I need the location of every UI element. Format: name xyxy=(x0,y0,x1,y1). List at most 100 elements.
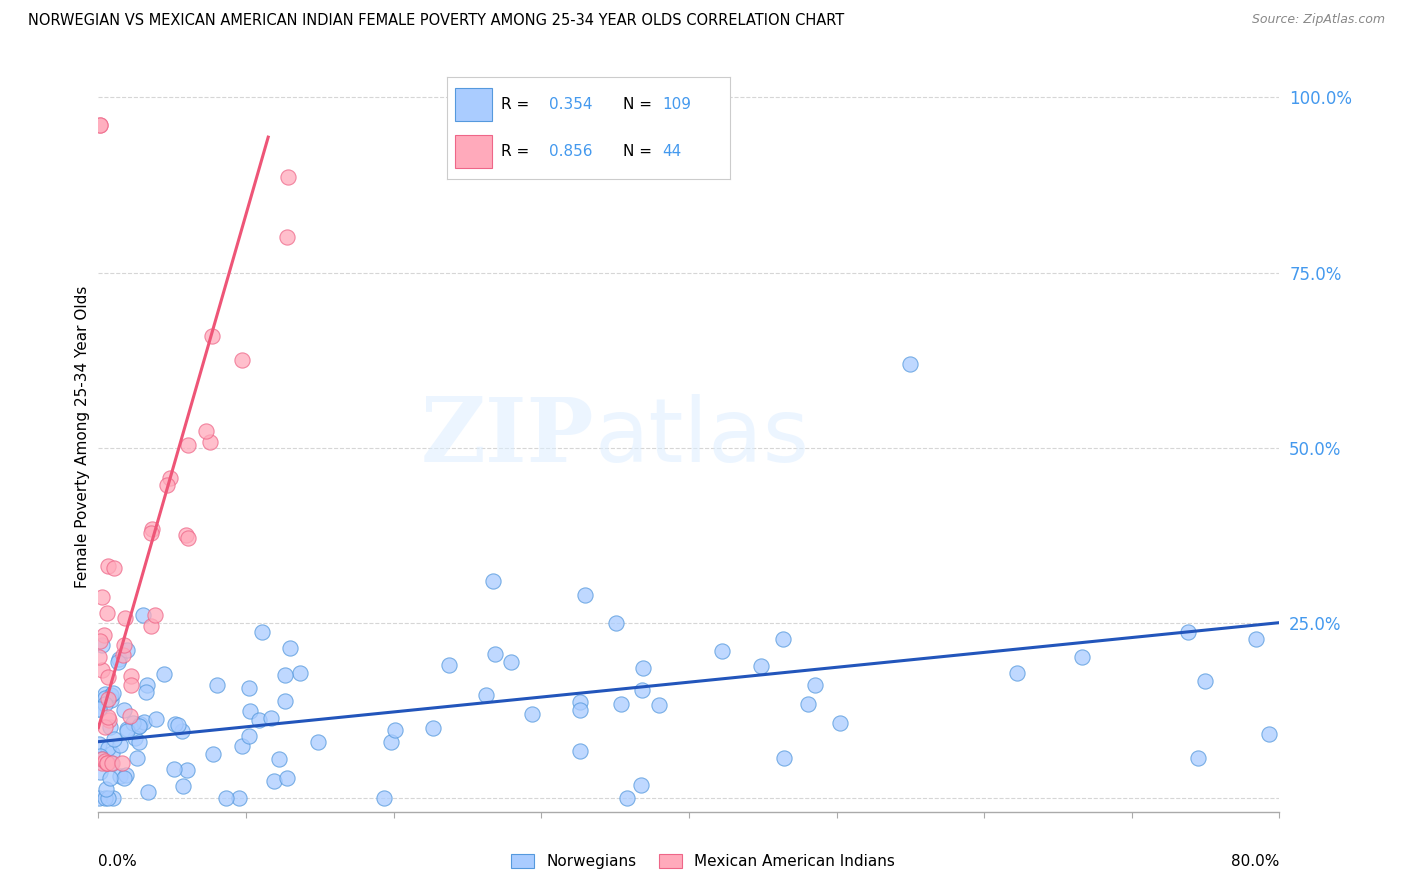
Point xyxy=(200,435,222,450)
Legend: Norwegians, Mexican American Indians: Norwegians, Mexican American Indians xyxy=(505,848,901,875)
Point xyxy=(307,735,329,749)
Point xyxy=(89,649,111,664)
Point xyxy=(1005,665,1028,680)
Point xyxy=(89,737,111,751)
Y-axis label: Female Poverty Among 25-34 Year Olds: Female Poverty Among 25-34 Year Olds xyxy=(75,286,90,588)
Point xyxy=(97,691,120,706)
Point xyxy=(176,531,198,545)
Point xyxy=(96,606,118,620)
Point xyxy=(155,478,177,492)
Text: ZIP: ZIP xyxy=(420,393,595,481)
Point xyxy=(1177,625,1199,640)
Point xyxy=(89,119,111,133)
Point xyxy=(93,720,115,734)
Point xyxy=(94,756,117,770)
Point xyxy=(797,697,820,711)
Point xyxy=(373,790,395,805)
Point xyxy=(100,756,122,771)
Point xyxy=(772,632,794,646)
Point xyxy=(89,634,111,648)
Point xyxy=(91,752,114,766)
Point xyxy=(165,717,187,731)
Point xyxy=(773,751,796,765)
Point xyxy=(568,744,591,758)
Point xyxy=(153,667,176,681)
Point xyxy=(276,230,298,244)
Point xyxy=(136,785,159,799)
Point xyxy=(711,644,734,658)
Point xyxy=(437,658,460,673)
Point xyxy=(522,706,544,721)
Point xyxy=(610,698,633,712)
Point xyxy=(101,756,124,770)
Point xyxy=(159,471,181,485)
Point xyxy=(91,752,114,766)
Text: 80.0%: 80.0% xyxy=(1232,854,1279,869)
Point xyxy=(96,756,118,770)
Point xyxy=(616,790,638,805)
Point xyxy=(91,638,114,652)
Point xyxy=(131,607,153,622)
Point xyxy=(605,616,627,631)
Text: atlas: atlas xyxy=(595,393,810,481)
Point xyxy=(238,729,260,743)
Point xyxy=(120,669,142,683)
Point xyxy=(103,731,125,746)
Point xyxy=(97,740,120,755)
Point xyxy=(94,691,117,706)
Point xyxy=(804,678,827,692)
Point xyxy=(100,692,122,706)
Point xyxy=(134,714,156,729)
Point xyxy=(117,642,139,657)
Point xyxy=(1194,673,1216,688)
Point xyxy=(1071,650,1094,665)
Point xyxy=(108,768,131,782)
Point xyxy=(89,749,111,764)
Point xyxy=(569,694,592,708)
Point xyxy=(163,762,186,776)
Point xyxy=(1187,751,1209,765)
Point xyxy=(94,754,117,768)
Point xyxy=(108,651,131,665)
Point xyxy=(830,715,852,730)
Point xyxy=(128,719,150,733)
Point xyxy=(100,747,122,761)
Point xyxy=(749,658,772,673)
Point xyxy=(128,718,150,732)
Point xyxy=(202,747,225,761)
Point xyxy=(120,678,142,692)
Point xyxy=(278,640,301,655)
Point xyxy=(276,772,298,786)
Point xyxy=(195,425,218,439)
Point xyxy=(89,790,111,805)
Point xyxy=(97,670,120,684)
Point xyxy=(128,735,150,749)
Point xyxy=(274,694,297,708)
Point xyxy=(94,790,117,805)
Point xyxy=(238,681,260,695)
Point xyxy=(98,720,121,734)
Point xyxy=(267,752,290,766)
Point xyxy=(111,756,134,770)
Point xyxy=(111,648,134,663)
Text: 0.0%: 0.0% xyxy=(98,854,138,869)
Point xyxy=(97,710,120,724)
Text: Source: ZipAtlas.com: Source: ZipAtlas.com xyxy=(1251,13,1385,27)
Point xyxy=(170,724,193,739)
Point xyxy=(135,677,157,691)
Point xyxy=(648,698,671,712)
Point xyxy=(172,779,194,793)
Point xyxy=(124,731,146,745)
Point xyxy=(1257,727,1279,741)
Point xyxy=(101,790,124,805)
Point xyxy=(94,697,117,711)
Point xyxy=(176,763,198,777)
Point xyxy=(1244,632,1267,646)
Point xyxy=(93,628,115,642)
Point xyxy=(114,611,136,625)
Point xyxy=(630,777,652,791)
Point xyxy=(89,702,111,716)
Point xyxy=(97,713,120,727)
Point xyxy=(108,738,131,752)
Point xyxy=(135,684,157,698)
